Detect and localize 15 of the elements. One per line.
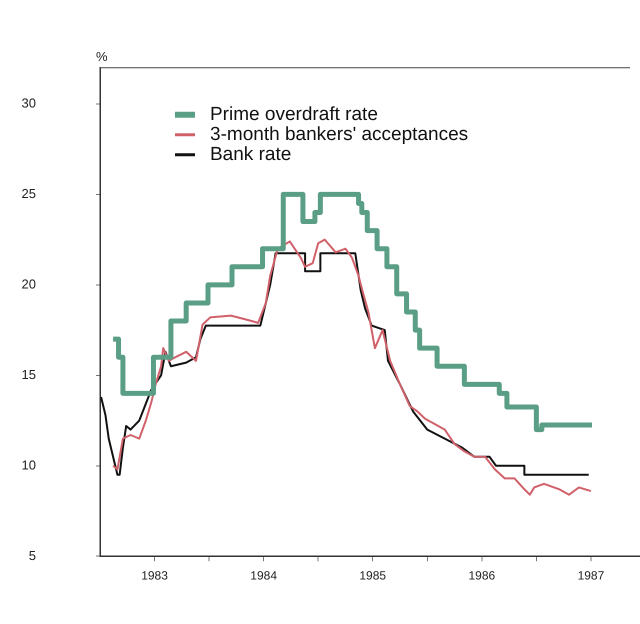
x-tick-label: 1987 (578, 568, 605, 583)
y-tick-label: 5 (28, 548, 36, 563)
y-tick-label: 10 (22, 457, 36, 472)
x-tick-label: 1986 (468, 568, 496, 583)
y-tick-label: 25 (22, 186, 36, 201)
y-axis-title: % (96, 48, 108, 64)
x-tick-label: 1984 (250, 568, 278, 583)
y-tick-label: 30 (22, 96, 36, 111)
x-tick-label: 1985 (359, 568, 386, 583)
y-tick-label: 20 (22, 276, 36, 292)
legend-label: Bank rate (210, 144, 292, 166)
y-tick-label: 15 (22, 366, 36, 382)
legend-label: 3-month bankers' acceptances (210, 124, 468, 146)
legend-label: Prime overdraft rate (210, 104, 378, 126)
x-tick-label: 1983 (141, 568, 168, 583)
